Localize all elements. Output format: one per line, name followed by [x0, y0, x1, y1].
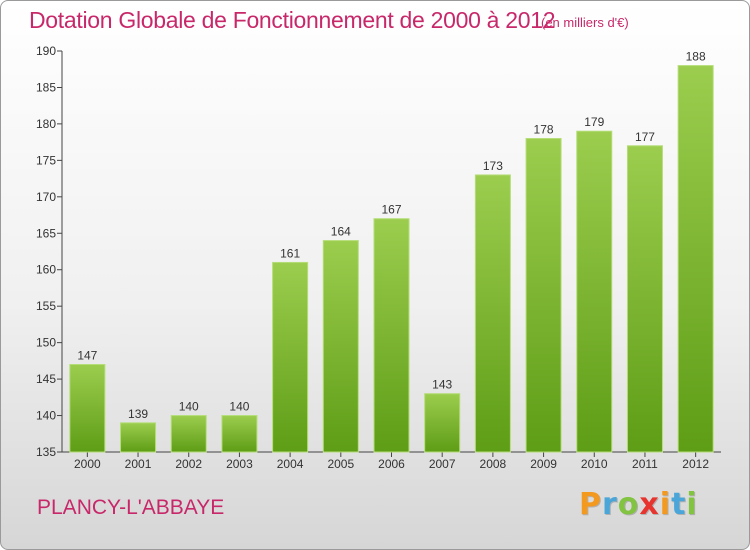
bar: [424, 393, 461, 453]
x-tick-label: 2008: [480, 457, 507, 471]
commune-name: PLANCY-L'ABBAYE: [37, 496, 225, 519]
x-tick-label: 2003: [226, 457, 253, 471]
y-tick-label: 185: [36, 80, 56, 94]
proxiti-logo[interactable]: Proxiti: [579, 487, 698, 522]
bar-value-label: 173: [483, 159, 503, 173]
x-tick-label: 2011: [632, 457, 658, 471]
bar: [576, 130, 613, 453]
y-tick-label: 155: [36, 299, 56, 313]
x-tick-label: 2001: [125, 457, 152, 471]
bar-value-label: 140: [229, 400, 249, 414]
y-tick-label: 190: [36, 44, 56, 58]
bar: [322, 240, 359, 453]
bar-value-label: 188: [686, 50, 706, 64]
logo-letter: P: [579, 487, 602, 522]
bar-value-label: 161: [280, 246, 300, 260]
bar-value-label: 177: [635, 130, 655, 144]
x-tick-label: 2012: [682, 457, 709, 471]
logo-letter: x: [639, 487, 660, 522]
bar: [373, 218, 410, 453]
x-tick-label: 2004: [277, 457, 304, 471]
logo-letter: i: [659, 487, 672, 522]
bar-value-label: 164: [331, 225, 351, 239]
chart-bars: [69, 65, 714, 453]
y-tick-label: 180: [36, 117, 56, 131]
y-tick-label: 135: [36, 445, 56, 459]
chart-axes: 135 140 145 150 155 160 165 170 175 180 185 190 2000…: [36, 44, 721, 471]
y-tick-label: 165: [36, 226, 56, 240]
chart-title: Dotation Globale de Fonctionnement de 20…: [29, 7, 556, 33]
bar: [221, 415, 258, 453]
y-tick-label: 170: [36, 190, 56, 204]
chart-unit: (en milliers d'€): [541, 15, 629, 30]
bar: [626, 145, 663, 453]
y-tick-label: 140: [36, 409, 56, 423]
bar: [272, 261, 309, 453]
bar-value-label: 139: [128, 407, 148, 421]
y-tick-label: 160: [36, 263, 56, 277]
x-tick-label: 2009: [530, 457, 557, 471]
logo-letter: i: [686, 487, 698, 522]
x-tick-label: 2010: [581, 457, 608, 471]
bar-value-label: 178: [534, 122, 554, 136]
x-tick-label: 2007: [429, 457, 456, 471]
logo-letter: o: [617, 487, 640, 522]
x-tick-label: 2005: [327, 457, 354, 471]
y-tick-label: 150: [36, 336, 56, 350]
logo-letter: r: [602, 487, 618, 522]
chart-labels: 147 139 140 140 161 164 167 143 173 178 179 177 188: [77, 50, 706, 421]
bar: [69, 364, 106, 453]
bar-value-label: 167: [381, 203, 401, 217]
bar-value-label: 140: [179, 400, 199, 414]
bar: [525, 137, 562, 453]
y-tick-label: 175: [36, 153, 56, 167]
x-tick-label: 2002: [175, 457, 202, 471]
x-tick-label: 2000: [74, 457, 101, 471]
bar-value-label: 179: [584, 115, 604, 129]
bar: [677, 65, 714, 453]
x-tick-label: 2006: [378, 457, 405, 471]
bar: [474, 174, 511, 453]
y-tick-label: 145: [36, 372, 56, 386]
bar: [170, 415, 207, 453]
logo-letter: t: [671, 487, 687, 522]
bar: [120, 422, 157, 453]
bar-value-label: 147: [77, 349, 97, 363]
bar-value-label: 143: [432, 378, 452, 392]
